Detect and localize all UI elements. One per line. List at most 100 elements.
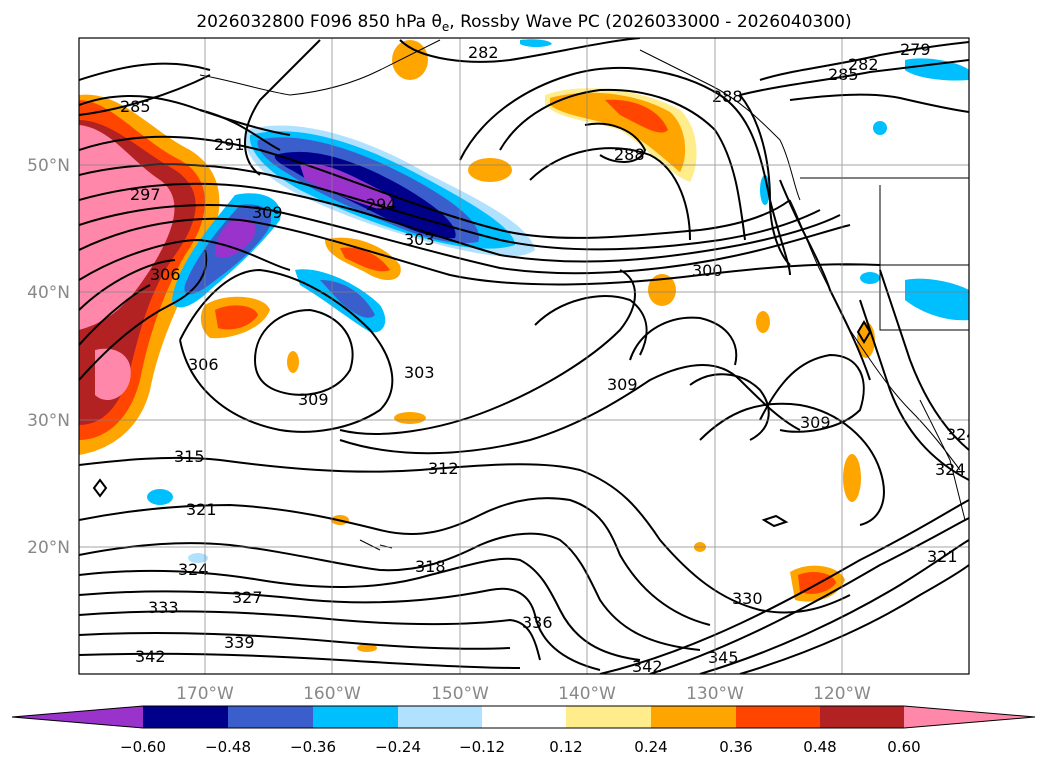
lat-label-30n: 30°N [27, 411, 70, 431]
contour-label: 297 [130, 185, 161, 204]
contour-label: 300 [692, 261, 723, 280]
positive-anomaly-small-7 [756, 311, 770, 333]
contour-label: 324 [178, 560, 209, 579]
negative-anomaly-small-4 [760, 175, 770, 205]
colorbar: −0.60 −0.48 −0.36 −0.24 −0.12 0.12 0.24 … [11, 705, 1036, 756]
contour-label: 345 [708, 648, 739, 667]
contour-label: 294 [366, 195, 397, 214]
contour-label: 321 [186, 500, 217, 519]
contour-label: 315 [174, 447, 205, 466]
positive-anomaly-small-3 [394, 412, 426, 424]
lon-label-170w: 170°W [176, 684, 234, 704]
positive-anomaly-small-10 [357, 644, 377, 652]
contour-label: 303 [404, 230, 435, 249]
lon-label-130w: 130°W [686, 684, 744, 704]
negative-anomaly-small-8 [520, 39, 552, 47]
contour-label: 342 [135, 647, 166, 666]
colorbar-bin [566, 706, 651, 728]
lon-label-160w: 160°W [303, 684, 361, 704]
contour-label: 327 [232, 588, 263, 607]
negative-anomaly-small-6 [860, 272, 880, 284]
contour-label: 336 [522, 613, 553, 632]
colorbar-tick-label: −0.24 [375, 738, 421, 756]
contour-label: 330 [732, 589, 763, 608]
contour-label: 303 [404, 363, 435, 382]
colorbar-bin [651, 706, 736, 728]
gridlines [79, 38, 969, 674]
positive-anomaly-small-2 [648, 274, 676, 306]
contour-label: 318 [415, 557, 446, 576]
lon-label-120w: 120°W [813, 684, 871, 704]
latitude-labels: 50°N 40°N 30°N 20°N [27, 156, 70, 558]
contour-label: 306 [188, 355, 219, 374]
colorbar-tick-label: 0.36 [719, 738, 752, 756]
contour-label: 309 [298, 390, 329, 409]
colorbar-tick-label: −0.36 [290, 738, 336, 756]
positive-anomaly-small-5 [843, 454, 861, 502]
contour-label: 306 [150, 265, 181, 284]
contour-label: 282 [468, 43, 499, 62]
contour-label: 342 [632, 657, 663, 676]
positive-anomaly-blob-b-inner [215, 305, 258, 330]
colorbar-tick-label: 0.12 [549, 738, 582, 756]
map-title: 2026032800 F096 850 hPa θe, Rossby Wave … [196, 12, 851, 34]
colorbar-extend-low [12, 706, 143, 728]
contour-label: 279 [900, 40, 931, 59]
negative-anomaly-small-5 [873, 121, 887, 135]
contour-label: 324 [946, 425, 977, 444]
lat-label-50n: 50°N [27, 156, 70, 176]
lon-label-150w: 150°W [431, 684, 489, 704]
colorbar-bin [143, 706, 228, 728]
longitude-labels: 170°W 160°W 150°W 140°W 130°W 120°W [176, 684, 871, 704]
colorbar-tick-label: 0.60 [887, 738, 920, 756]
colorbar-bin [313, 706, 398, 728]
colorbar-bin [482, 706, 566, 728]
negative-anomaly-small-7 [188, 553, 208, 563]
contour-label: 291 [214, 135, 245, 154]
contour-label: 309 [800, 413, 831, 432]
map-frame [78, 37, 970, 675]
colorbar-extend-high [904, 706, 1035, 728]
colorbar-tick-label: −0.12 [459, 738, 505, 756]
lat-label-20n: 20°N [27, 538, 70, 558]
positive-anomaly-small-1 [468, 158, 512, 182]
positive-anomaly-west-pink [79, 125, 175, 330]
contour-label: 339 [224, 633, 255, 652]
colorbar-bin [820, 706, 904, 728]
colorbar-bin [228, 706, 313, 728]
positive-anomaly-small-9 [392, 40, 428, 80]
negative-anomaly-small-3 [147, 489, 173, 505]
map-area: 282 279 282 285 288 288 285 291 297 294 … [79, 38, 977, 676]
lon-label-140w: 140°W [558, 684, 616, 704]
contour-label: 324 [935, 460, 966, 479]
negative-anomaly-small-1 [905, 58, 969, 81]
contour-labels: 282 279 282 285 288 288 285 291 297 294 … [120, 40, 977, 676]
colorbar-tick-label: −0.48 [205, 738, 251, 756]
positive-anomaly-blob-a-inner [340, 247, 390, 272]
colorbar-ticks: −0.60 −0.48 −0.36 −0.24 −0.12 0.12 0.24 … [120, 738, 921, 756]
negative-anomaly-jet-purple [300, 164, 393, 209]
contour-label: 288 [712, 87, 743, 106]
colorbar-tick-label: 0.48 [803, 738, 836, 756]
negative-anomaly-small-2 [905, 278, 969, 321]
contour-label: 321 [927, 547, 958, 566]
positive-anomaly-blob-c-inner [605, 99, 668, 133]
contour-label: 333 [148, 598, 179, 617]
colorbar-tick-label: −0.60 [120, 738, 166, 756]
contour-label: 309 [252, 203, 283, 222]
positive-anomaly-west-pink2 [95, 348, 131, 400]
colorbar-bin [736, 706, 820, 728]
colorbar-bin [398, 706, 482, 728]
colorbar-tick-label: 0.24 [634, 738, 667, 756]
negative-anomaly-wedge-purple [215, 218, 256, 258]
coastlines [199, 39, 969, 551]
negative-anomaly-streak-inner [320, 280, 375, 318]
theta-e-contours [79, 38, 969, 674]
contour-label: 312 [428, 459, 459, 478]
contour-label: 288 [614, 145, 645, 164]
contour-label: 282 [848, 55, 879, 74]
colorbar-outline [11, 705, 1036, 729]
contour-label: 285 [120, 97, 151, 116]
positive-anomaly-small-4 [287, 351, 299, 373]
